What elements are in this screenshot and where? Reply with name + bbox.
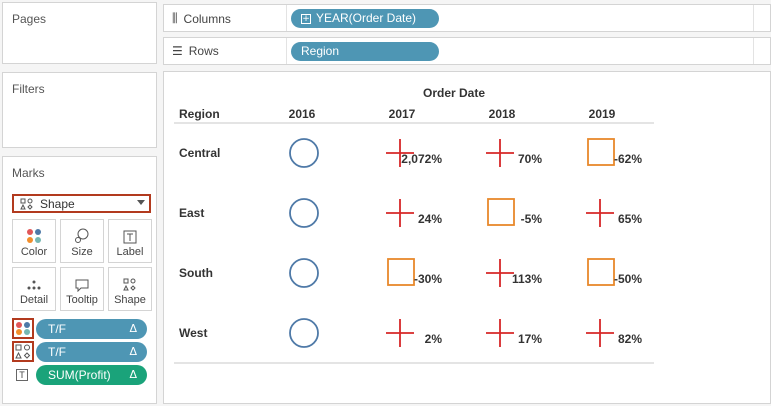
cell-value-label: 17% <box>518 332 542 346</box>
size-icon <box>75 228 89 243</box>
circle-mark <box>289 198 319 228</box>
detail-card-label: Detail <box>19 294 49 306</box>
year-header-2019: 2019 <box>589 107 616 121</box>
label-field-name: SUM(Profit) <box>48 368 111 382</box>
color-card[interactable]: Color <box>12 219 56 263</box>
delta-icon: Δ <box>129 368 137 381</box>
cell-value-label: -30% <box>414 272 442 286</box>
shape-encoding-icon[interactable] <box>12 341 34 362</box>
tooltip-card[interactable]: Tooltip <box>60 267 104 311</box>
square-mark <box>587 138 615 166</box>
marks-title: Marks <box>12 166 45 180</box>
cell-value-label: 2,072% <box>401 152 442 166</box>
shelf-divider <box>286 5 287 31</box>
square-mark <box>487 198 515 226</box>
circle-mark <box>289 138 319 168</box>
color-card-label: Color <box>20 246 48 258</box>
label-encoding-icon[interactable]: T <box>16 369 28 381</box>
rows-shelf-label: ☰ Rows <box>172 44 219 58</box>
pages-title: Pages <box>12 12 47 26</box>
filters-title: Filters <box>12 82 45 96</box>
shape-field-name: T/F <box>48 345 66 359</box>
shape-icon <box>15 344 31 359</box>
label-card[interactable]: Label <box>108 219 152 263</box>
region-pill[interactable]: Region <box>291 42 439 61</box>
columns-shelf[interactable]: ⫼ Columns + YEAR(Order Date) <box>163 4 771 32</box>
plus-mark <box>386 199 414 227</box>
cell-value-label: -50% <box>614 272 642 286</box>
color-encoding-icon[interactable] <box>12 318 34 339</box>
tooltip-icon <box>75 279 89 292</box>
detail-card[interactable]: Detail <box>12 267 56 311</box>
shelf-divider <box>753 38 754 64</box>
color-field-name: T/F <box>48 322 66 336</box>
plus-mark <box>586 199 614 227</box>
region-label-central: Central <box>179 146 220 160</box>
column-header-order-date: Order Date <box>423 86 485 100</box>
columns-shelf-label: ⫼ Columns <box>172 11 231 26</box>
year-header-2017: 2017 <box>389 107 416 121</box>
square-mark <box>387 258 415 286</box>
shape-card-icon <box>123 278 136 291</box>
rows-icon: ☰ <box>172 44 183 58</box>
delta-icon: Δ <box>129 345 137 358</box>
circle-mark <box>289 318 319 348</box>
rows-shelf[interactable]: ☰ Rows Region <box>163 37 771 65</box>
delta-icon: Δ <box>129 322 137 335</box>
cell-value-label: -5% <box>521 212 543 226</box>
view-canvas[interactable]: Order Date Region 2016 2017 2018 2019 Central 2… <box>163 71 771 404</box>
color-icon <box>16 322 30 335</box>
shelf-divider <box>753 5 754 31</box>
shape-card-label: Shape <box>114 294 146 306</box>
cell-value-label: 70% <box>518 152 542 166</box>
plus-mark <box>486 259 514 287</box>
plus-mark <box>486 139 514 167</box>
plus-mark <box>386 139 414 167</box>
cell-value-label: 82% <box>618 332 642 346</box>
tooltip-card-label: Tooltip <box>66 294 98 306</box>
region-label-west: West <box>179 326 207 340</box>
row-header-region: Region <box>179 107 220 121</box>
region-label-south: South <box>179 266 213 280</box>
color-field-pill[interactable]: T/F Δ <box>36 319 147 339</box>
detail-icon <box>27 280 41 290</box>
label-field-pill[interactable]: SUM(Profit) Δ <box>36 365 147 385</box>
marks-panel: Marks Shape Color Size <box>2 156 157 404</box>
circle-mark <box>289 258 319 288</box>
shape-table-viz: Order Date Region 2016 2017 2018 2019 Central 2… <box>174 86 654 364</box>
rows-label-text: Rows <box>188 44 219 58</box>
shelf-divider <box>286 38 287 64</box>
filters-panel[interactable]: Filters <box>2 72 157 148</box>
year-header-2018: 2018 <box>489 107 516 121</box>
plus-mark <box>586 319 614 347</box>
plus-mark <box>486 319 514 347</box>
cell-value-label: 113% <box>512 272 542 286</box>
cell-value-label: 2% <box>425 332 443 346</box>
region-pill-label: Region <box>301 44 340 58</box>
size-card-label: Size <box>71 246 93 258</box>
shape-icon <box>20 198 33 210</box>
mark-type-dropdown[interactable]: Shape <box>12 194 151 213</box>
cell-value-label: 65% <box>618 212 642 226</box>
mark-type-label: Shape <box>40 196 75 211</box>
shape-card[interactable]: Shape <box>108 267 152 311</box>
square-mark <box>587 258 615 286</box>
columns-label-text: Columns <box>183 11 231 26</box>
label-icon <box>123 230 137 244</box>
plus-mark <box>386 319 414 347</box>
chevron-down-icon[interactable] <box>137 200 145 205</box>
color-icon <box>27 229 41 243</box>
cell-value-label: -62% <box>614 152 642 166</box>
pages-panel[interactable]: Pages <box>2 2 157 64</box>
year-header-2016: 2016 <box>289 107 316 121</box>
expand-icon[interactable]: + <box>301 13 311 24</box>
label-card-label: Label <box>116 246 144 258</box>
cell-value-label: 24% <box>418 212 442 226</box>
shape-field-pill[interactable]: T/F Δ <box>36 342 147 362</box>
year-order-date-pill[interactable]: + YEAR(Order Date) <box>291 9 439 28</box>
year-pill-label: YEAR(Order Date) <box>316 11 417 25</box>
columns-icon: ⫼ <box>172 11 178 25</box>
region-label-east: East <box>179 206 204 220</box>
size-card[interactable]: Size <box>60 219 104 263</box>
